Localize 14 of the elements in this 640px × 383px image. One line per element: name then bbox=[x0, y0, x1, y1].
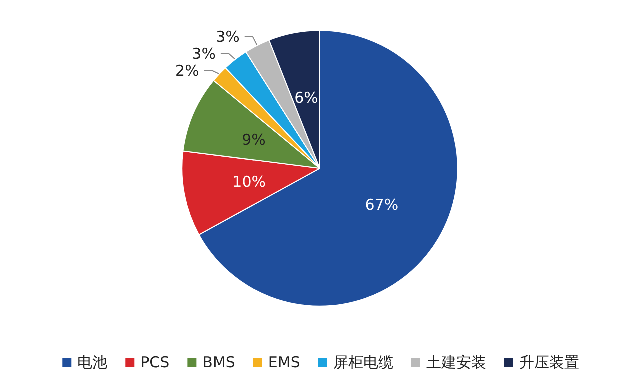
data-label: 3% bbox=[216, 28, 240, 46]
legend-label: PCS bbox=[140, 354, 170, 372]
data-label: 6% bbox=[294, 88, 318, 107]
data-label: 67% bbox=[365, 196, 399, 214]
data-label: 10% bbox=[232, 173, 266, 191]
legend-label: BMS bbox=[202, 354, 236, 372]
legend-label: 屏柜电缆 bbox=[333, 354, 394, 372]
legend-label: 升压装置 bbox=[519, 354, 580, 372]
data-label: 9% bbox=[242, 130, 266, 149]
data-label: 3% bbox=[192, 44, 216, 63]
legend-label: 电池 bbox=[78, 354, 108, 372]
legend-label: 土建安装 bbox=[426, 354, 486, 372]
data-label: 2% bbox=[176, 62, 200, 80]
legend-label: EMS bbox=[268, 354, 300, 372]
